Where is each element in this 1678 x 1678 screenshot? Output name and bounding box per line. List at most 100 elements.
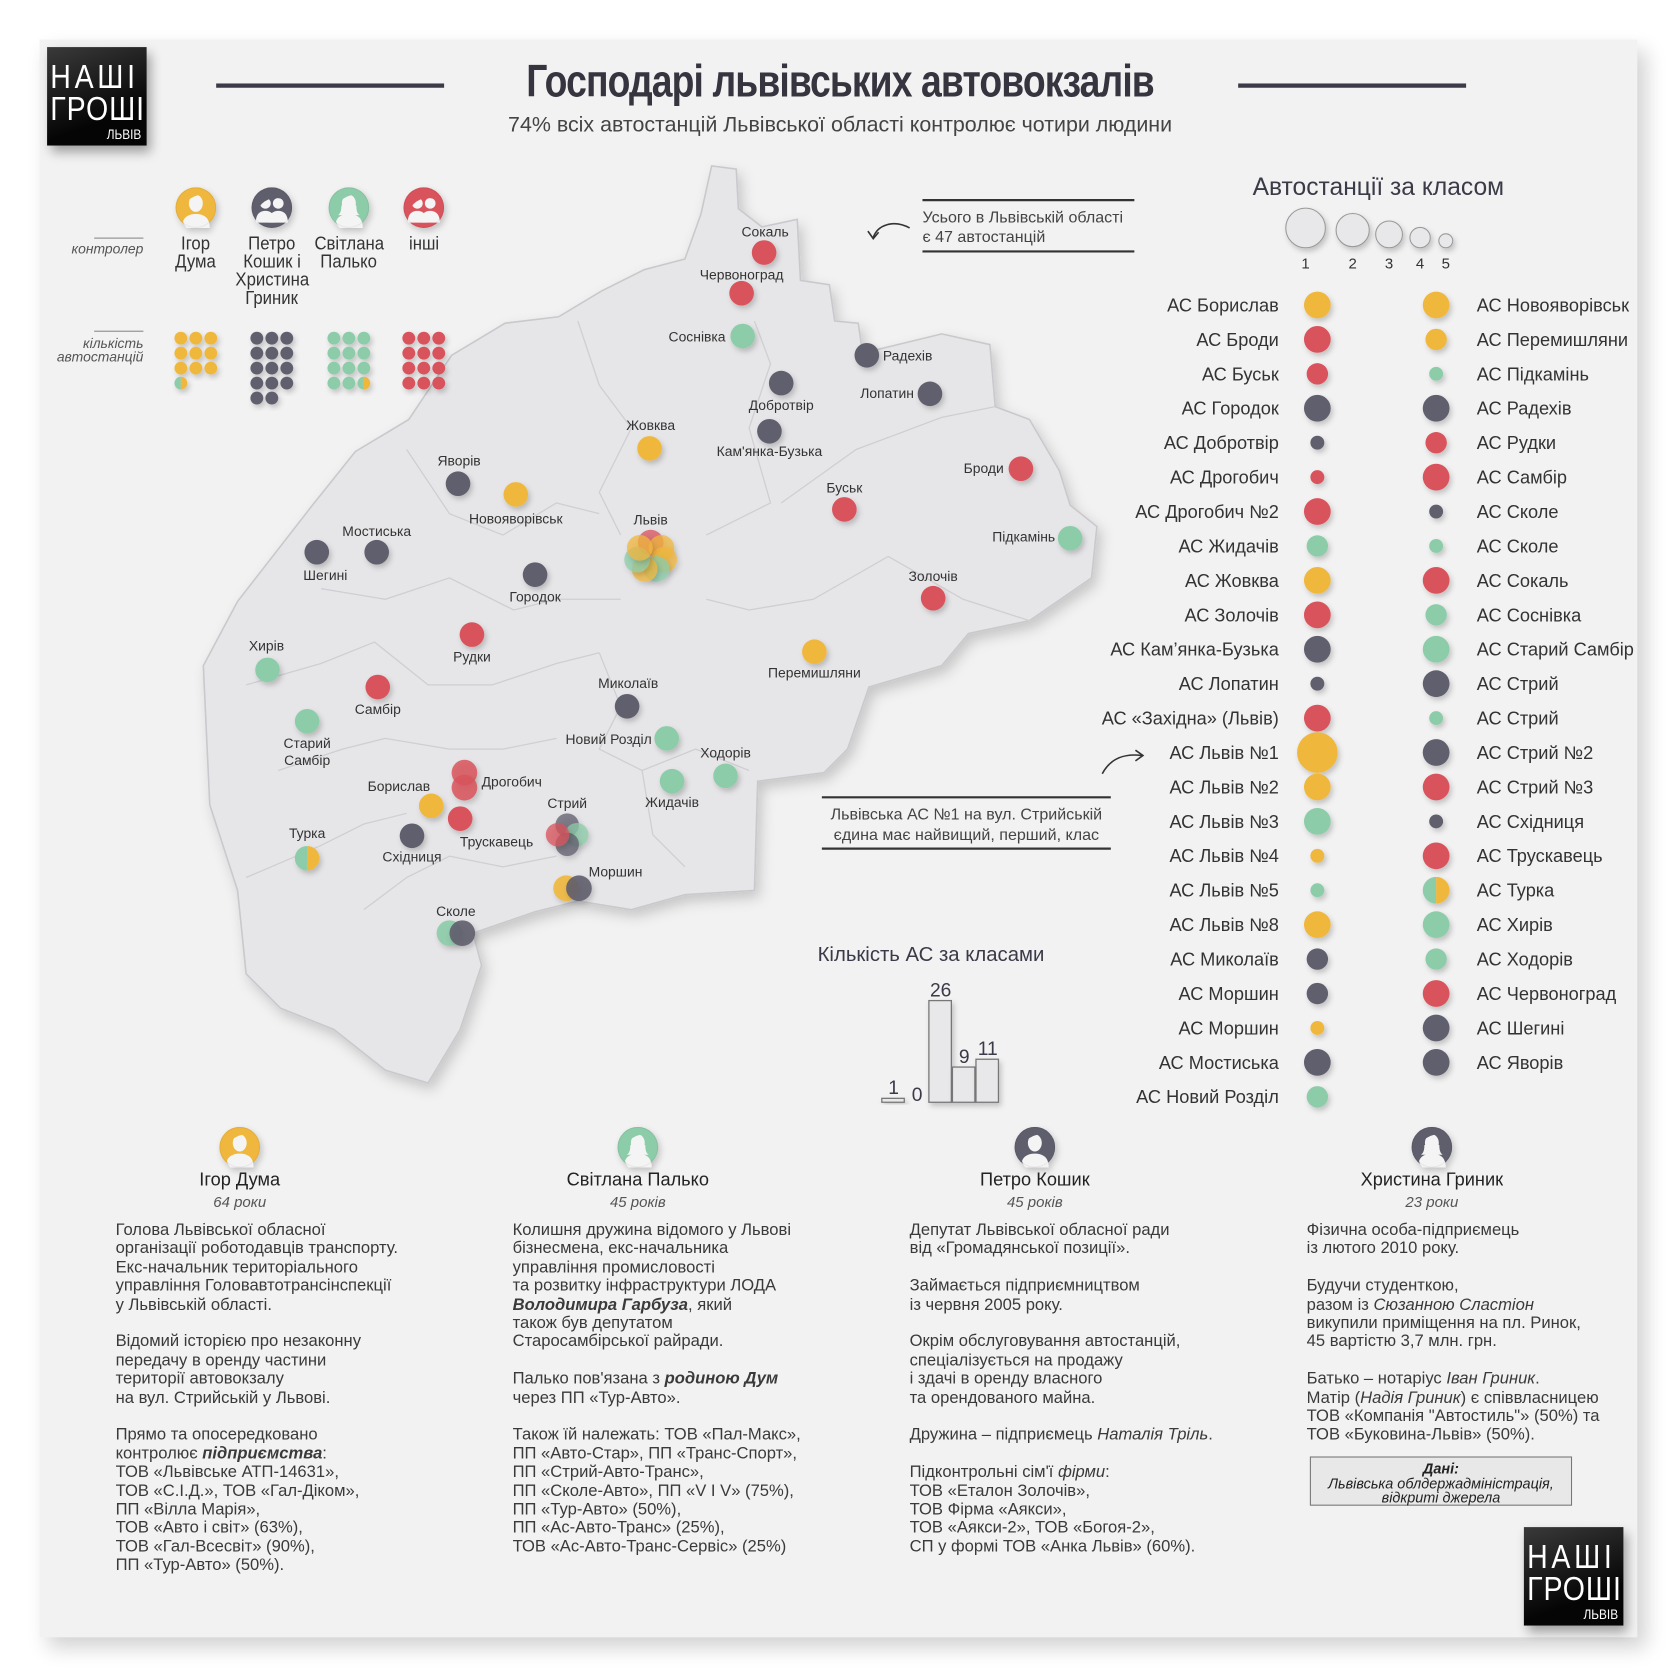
- bio-line: спеціалізується на продажу: [909, 1351, 1123, 1370]
- bio-line: Палько пов'язана з родиною Дум: [513, 1370, 801, 1389]
- class-label: 4: [1416, 256, 1424, 273]
- bio-line: разом із Сюзанною Сластіон: [1307, 1296, 1600, 1315]
- profile-bio: Депутат Львівської обласної ради від «Гро…: [910, 1221, 1213, 1575]
- station-row: АС Ходорів: [1425, 948, 1573, 970]
- female-person-icon: [328, 187, 370, 233]
- logo-line2: ГРОШІ: [50, 89, 146, 128]
- controller-name: інші: [381, 234, 467, 252]
- city-marker: [436, 920, 476, 947]
- station-row: АС Золочів: [1184, 601, 1331, 629]
- bio-emphasis: підприємства: [202, 1444, 323, 1463]
- bio-line: Фізична особа-підприємець: [1306, 1221, 1520, 1240]
- station-row: АС Броди: [1196, 326, 1331, 353]
- controller-name-line: Петро: [248, 233, 296, 254]
- station-marker: [566, 875, 592, 902]
- station-name: АС Кам’янка-Бузька: [1110, 640, 1279, 660]
- station-class-dot: [1429, 504, 1444, 519]
- station-row: АС Дрогобич: [1170, 468, 1325, 488]
- class-label: 2: [1349, 256, 1357, 273]
- controller-name-line: Світлана: [314, 233, 384, 254]
- bio-line: ТОВ Фірма «Аякси»,: [909, 1500, 1067, 1519]
- bio-paragraph: Дружина – підприємець Наталія Тріль.: [910, 1426, 1213, 1445]
- city-label: Львів: [634, 511, 668, 527]
- city-marker: [418, 793, 444, 819]
- station-class-dot: [1429, 539, 1444, 553]
- station-class-dot: [1422, 876, 1450, 904]
- city-marker: [1008, 456, 1034, 482]
- curved-arrow-icon: [867, 223, 911, 240]
- city-label: Кам'янка-Бузька: [717, 443, 823, 459]
- station-marker: [294, 845, 320, 871]
- station-name: АС Львів №2: [1169, 777, 1278, 797]
- bio-line: ТОВ «Компанія "Автостиль"» (50%) та: [1306, 1407, 1600, 1426]
- city-label: Буськ: [826, 479, 863, 495]
- station-class-dot: [1422, 739, 1450, 766]
- city-label: Лопатин: [860, 385, 914, 401]
- bio-line: ТОВ «Еталон Золочів»,: [909, 1481, 1090, 1500]
- chart-value-label: 1: [888, 1078, 899, 1099]
- station-class-dot: [1310, 470, 1325, 485]
- city-label: Добротвір: [749, 397, 814, 413]
- chart-bar: [928, 999, 953, 1103]
- city-label: Самбір: [284, 752, 330, 768]
- station-class-dot: [1306, 948, 1329, 970]
- bio-line: ПП «Авто-Стар», ПП «Транс-Спорт»,: [512, 1444, 798, 1463]
- station-name: АС Моршин: [1179, 984, 1279, 1004]
- city-marker: [364, 539, 389, 565]
- bio-paragraph: Також їй належать: ТОВ «Пал-Макс», ПП «Ав…: [513, 1426, 801, 1556]
- avatar-male-person-icon: [1014, 1126, 1056, 1173]
- station-name: АС Броди: [1196, 330, 1278, 350]
- station-name: АС «Західна» (Львів): [1102, 709, 1279, 729]
- station-name: АС Шегині: [1477, 1018, 1565, 1038]
- station-class-dot: [1297, 732, 1338, 773]
- station-count-dot: [432, 346, 446, 360]
- station-class-dot: [1303, 291, 1331, 319]
- station-marker: [757, 418, 782, 444]
- station-class-dot: [1310, 676, 1325, 691]
- profile-name: Світлана Палько: [566, 1169, 709, 1191]
- station-marker: [545, 822, 570, 847]
- station-row: АС Борислав: [1167, 291, 1331, 319]
- station-marker: [255, 657, 280, 683]
- bio-text: :: [1105, 1463, 1110, 1482]
- station-class-dot: [1303, 498, 1331, 525]
- station-marker: [751, 240, 777, 265]
- bio-text: , який: [688, 1295, 732, 1314]
- station-name: АС Мостиська: [1159, 1053, 1280, 1073]
- profile-bio: Голова Львівської обласної організації ро…: [116, 1221, 398, 1593]
- city-label: Трускавець: [460, 833, 533, 849]
- station-name: АС Сколе: [1477, 536, 1559, 556]
- bio-text: разом із: [1306, 1295, 1374, 1314]
- city-label: Броди: [964, 460, 1004, 476]
- station-marker: [445, 471, 471, 497]
- station-marker: [399, 823, 425, 849]
- station-class-dot: [1303, 808, 1331, 835]
- station-count-dot: [250, 331, 264, 345]
- city-marker: [729, 280, 754, 306]
- station-count-dot: [402, 361, 416, 375]
- bio-line: ТОВ «Гал-Всесвіт» (90%),: [115, 1537, 315, 1556]
- controller-label: контролер: [71, 240, 144, 257]
- class-legend: 1 2 3 4 5: [1285, 207, 1454, 273]
- station-count-dot: [432, 361, 446, 375]
- city-label: Хирів: [249, 638, 284, 654]
- station-class-dot: [1303, 773, 1331, 801]
- bio-line: 45 вартістю 3,7 млн. грн.: [1306, 1332, 1497, 1351]
- station-count-dot: [402, 346, 416, 360]
- station-count-dots: [402, 331, 446, 390]
- bio-line: викупили приміщення на пл. Ринок,: [1306, 1314, 1581, 1333]
- profile-name: Христина Гриник: [1360, 1169, 1504, 1191]
- city-label: Моршин: [589, 863, 643, 879]
- station-marker: [418, 793, 444, 819]
- profile-bio: Колишня дружина відомого у Львові бізнесм…: [513, 1221, 801, 1575]
- station-marker: [1057, 525, 1083, 551]
- station-marker: [832, 497, 857, 522]
- station-name: АС Червоноград: [1477, 984, 1617, 1004]
- logo-line2: ГРОШІ: [1527, 1569, 1622, 1608]
- bio-line: території автовокзалу: [115, 1370, 284, 1389]
- station-name: АС Самбір: [1477, 468, 1567, 488]
- city-label: Борислав: [368, 778, 431, 794]
- source-line3: відкриті джерела: [1381, 1489, 1501, 1506]
- district-borders: [245, 320, 1030, 911]
- bio-line: та розвитку інфраструктури ЛОДА: [512, 1276, 777, 1296]
